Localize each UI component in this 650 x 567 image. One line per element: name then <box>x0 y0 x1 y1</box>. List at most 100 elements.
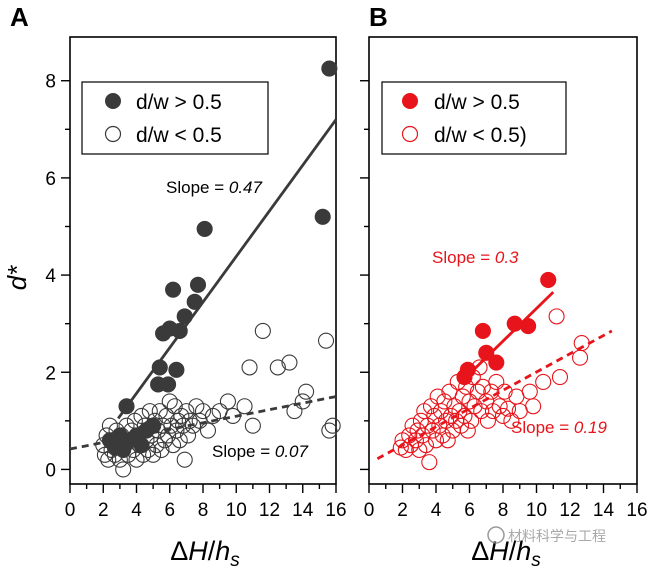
slope-annotation-filled: Slope = 0.3 <box>432 248 519 267</box>
y-tick-label: 8 <box>45 72 56 93</box>
point-open <box>151 403 168 420</box>
point-open <box>444 422 461 439</box>
fit-line-filled <box>460 291 555 383</box>
point-open <box>161 393 178 410</box>
point-open <box>548 308 565 325</box>
point-open <box>160 427 177 444</box>
point-filled <box>168 361 185 378</box>
point-open <box>317 332 335 349</box>
panel-a: A 0 2 4 6 8 10 12 14 16 0 2 4 6 8 d* d/w > 0.5 d/w < … <box>2 2 347 567</box>
y-tick-label: 4 <box>45 266 56 287</box>
point-filled <box>189 276 207 293</box>
point-filled <box>176 308 193 325</box>
x-tick-label: 4 <box>431 500 442 521</box>
fit-line-open <box>376 329 613 460</box>
point-filled <box>459 361 476 378</box>
slope-prefix: Slope = <box>212 442 275 461</box>
point-open <box>463 412 480 429</box>
x-tick-label: 16 <box>325 500 346 521</box>
point-open <box>219 393 236 410</box>
y-tick-label: 0 <box>45 460 56 481</box>
fit-line-filled <box>117 118 338 420</box>
legend-label-filled: d/w > 0.5 <box>136 91 222 114</box>
legend-marker-open <box>104 125 122 143</box>
x-tick-label: 10 <box>526 500 547 521</box>
point-open <box>153 441 170 459</box>
panel-a-x-axis-label: ΔH/hs <box>170 536 240 567</box>
x-tick-label: 2 <box>98 500 109 521</box>
point-open <box>429 388 446 405</box>
point-open <box>286 403 303 420</box>
panel-a-ticks: 0 2 4 6 8 10 12 14 16 0 2 4 6 8 <box>45 72 346 521</box>
panel-b-x-axis-label: ΔH/hs <box>471 536 541 567</box>
point-open <box>145 446 162 463</box>
x-tick-label: 8 <box>498 500 509 521</box>
point-open <box>324 417 341 434</box>
point-open <box>298 383 315 400</box>
point-open <box>573 335 590 352</box>
panel-a-legend: d/w > 0.5 d/w < 0.5 <box>81 81 269 155</box>
legend-label-open: d/w < 0.5 <box>136 124 222 147</box>
legend-marker-open <box>401 125 419 143</box>
point-filled <box>171 322 188 340</box>
slope-value: 0.07 <box>275 442 309 461</box>
panel-a-letter: A <box>10 2 29 32</box>
x-tick-label: 8 <box>198 500 209 521</box>
point-open <box>571 349 589 366</box>
watermark-text: 材料科学与工程 <box>508 528 606 544</box>
point-open <box>459 422 476 439</box>
point-open <box>427 432 445 449</box>
point-filled <box>540 271 557 288</box>
point-open <box>181 412 198 429</box>
point-filled <box>474 322 491 340</box>
panel-b-letter: B <box>369 2 388 32</box>
point-open <box>461 393 478 410</box>
watermark: 材料科学与工程 <box>487 526 606 544</box>
point-open <box>178 403 195 420</box>
y-axis-label: d* <box>2 265 32 290</box>
point-filled <box>520 318 537 335</box>
point-filled <box>165 281 182 298</box>
point-open <box>432 403 450 420</box>
point-open <box>499 400 517 417</box>
point-open <box>281 354 298 371</box>
point-open <box>551 369 569 386</box>
point-open <box>479 412 496 429</box>
point-open <box>488 373 505 391</box>
x-tick-label: 14 <box>292 500 314 521</box>
point-open <box>236 398 253 415</box>
panel-b-legend: d/w > 0.5 d/w < 0.5) <box>381 81 567 155</box>
slope-value: 0.19 <box>574 418 608 437</box>
point-open <box>194 403 212 420</box>
panel-a-y-axis-label: d* <box>2 265 32 290</box>
point-open <box>535 373 552 391</box>
point-open <box>426 407 443 425</box>
point-filled <box>118 398 135 415</box>
x-tick-label: 0 <box>65 500 76 521</box>
point-open <box>484 403 502 420</box>
point-open <box>422 398 440 415</box>
point-open <box>503 412 520 429</box>
point-open <box>436 393 453 410</box>
y-tick-label: 2 <box>45 363 56 384</box>
x-tick-label: 12 <box>559 500 580 521</box>
point-open <box>241 359 258 376</box>
point-filled <box>196 220 213 237</box>
point-open <box>496 383 513 400</box>
x-tick-label: 16 <box>626 500 647 521</box>
point-open <box>269 359 286 376</box>
legend-marker-filled <box>105 93 121 109</box>
point-filled <box>145 417 162 434</box>
legend-label-open: d/w < 0.5) <box>434 124 527 147</box>
point-filled <box>314 208 331 225</box>
point-open <box>191 412 208 429</box>
panel-b-points <box>392 271 590 471</box>
point-open <box>321 422 338 439</box>
point-open <box>188 398 205 415</box>
x-tick-label: 10 <box>226 500 247 521</box>
x-tick-label: 14 <box>593 500 615 521</box>
panel-a-points <box>95 60 341 478</box>
slope-annotation-open: Slope = 0.07 <box>212 442 308 461</box>
panel-b-fit-lines <box>376 291 613 460</box>
slope-prefix: Slope = <box>511 418 574 437</box>
